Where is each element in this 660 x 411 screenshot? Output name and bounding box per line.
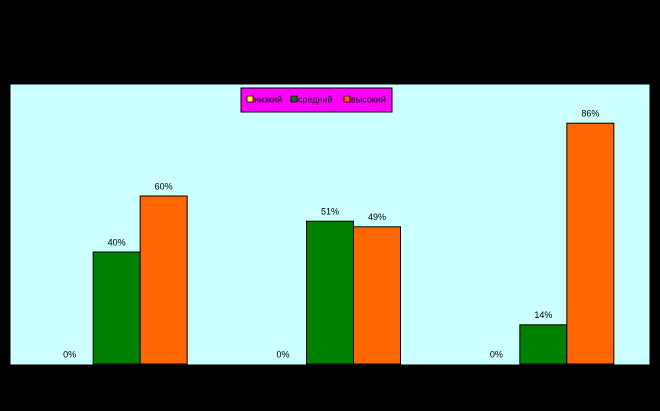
- legend-swatch: [343, 95, 351, 103]
- data-label: 0%: [276, 349, 289, 359]
- bar: [519, 324, 568, 365]
- bar: [353, 226, 401, 365]
- legend-label: средний: [298, 94, 333, 104]
- data-label: 0%: [490, 349, 503, 359]
- bar: [92, 251, 141, 365]
- data-label: 40%: [108, 237, 126, 247]
- data-label: 86%: [581, 109, 599, 119]
- legend-swatch: [246, 95, 254, 103]
- bar: [566, 122, 615, 365]
- bar: [306, 220, 354, 365]
- data-label: 0%: [63, 349, 76, 359]
- data-label: 49%: [368, 212, 386, 222]
- legend-label: низкий: [254, 94, 282, 104]
- data-label: 51%: [321, 207, 339, 217]
- legend-box: [240, 87, 393, 113]
- legend-label: высокий: [351, 94, 386, 104]
- data-label: 60%: [155, 181, 173, 191]
- bar: [139, 195, 188, 365]
- legend-swatch: [290, 95, 298, 103]
- data-label: 14%: [534, 310, 552, 320]
